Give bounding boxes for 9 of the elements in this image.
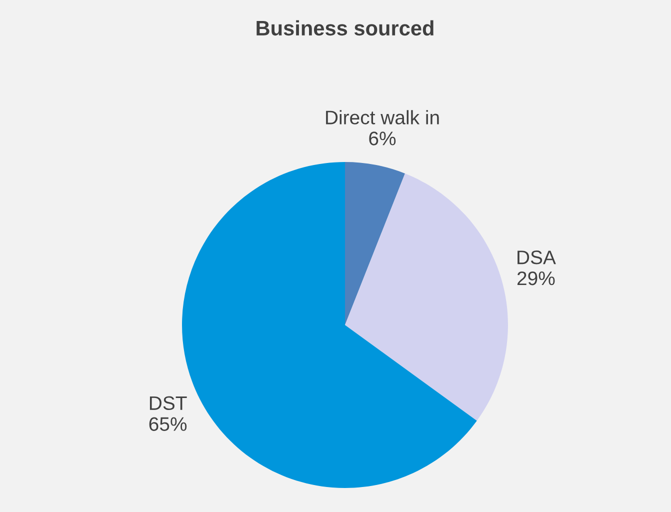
data-label: 6% <box>369 132 396 146</box>
pie-slice <box>345 173 508 421</box>
pie-slice <box>345 162 406 325</box>
slice-label: DST <box>150 396 187 410</box>
slice-label: Direct walk in <box>326 110 439 124</box>
chart-title: Business sourced <box>256 20 434 36</box>
data-label: 65% <box>149 417 187 431</box>
data-label: 29% <box>517 271 555 286</box>
slice-label: DSA <box>518 250 556 264</box>
